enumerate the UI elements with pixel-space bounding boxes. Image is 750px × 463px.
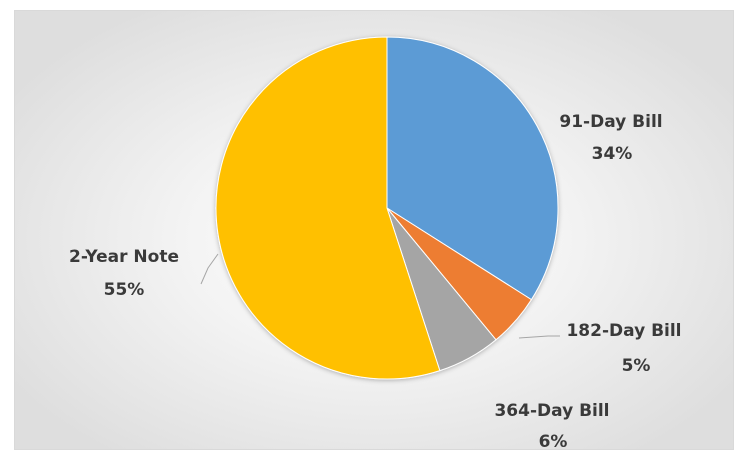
label-182-day-bill-name: 182-Day Bill bbox=[566, 321, 681, 341]
label-182-day-bill-value: 5% bbox=[622, 356, 651, 376]
label-364-day-bill-name: 364-Day Bill bbox=[494, 401, 609, 421]
label-91-day-bill-name: 91-Day Bill bbox=[559, 112, 662, 132]
leader-line-2-year-note bbox=[200, 253, 219, 285]
label-2-year-note-name: 2-Year Note bbox=[69, 247, 179, 267]
label-91-day-bill-value: 34% bbox=[592, 144, 633, 164]
label-364-day-bill-value: 6% bbox=[539, 432, 568, 452]
label-2-year-note-value: 55% bbox=[104, 280, 145, 300]
pie-slice-91-day-bill bbox=[386, 36, 559, 301]
pie-slice-2-year-note bbox=[215, 36, 441, 380]
leader-line-182-day-bill bbox=[518, 335, 560, 339]
